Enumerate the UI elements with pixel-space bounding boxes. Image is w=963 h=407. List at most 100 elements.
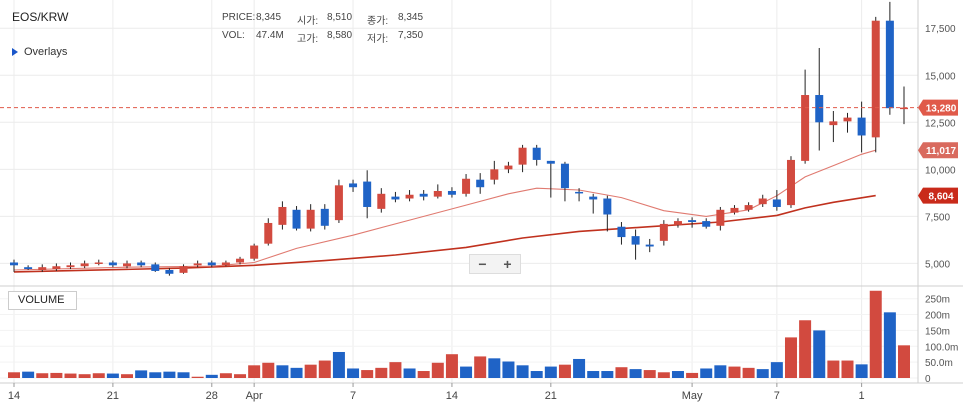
candle-body (419, 193, 428, 197)
moving-average-long-line (13, 194, 876, 273)
volume-bar (827, 360, 840, 378)
symbol-title: EOS/KRW (12, 10, 69, 24)
volume-bar (756, 369, 769, 378)
price-marker-tag (918, 142, 958, 159)
candle-body (716, 209, 725, 226)
volume-bar (855, 364, 868, 378)
candle-body (151, 264, 160, 271)
zoom-out-button[interactable]: − (478, 256, 487, 272)
price-tick-label: 15,000 (925, 71, 956, 82)
volume-bar (488, 358, 501, 378)
volume-bar (502, 361, 515, 378)
volume-bar (347, 368, 360, 378)
volume-bar (92, 373, 105, 378)
volume-bar (332, 351, 345, 378)
volume-bar (318, 360, 331, 378)
price-marker-tag (918, 187, 958, 204)
candle-body (306, 209, 315, 229)
open-value: 8,510 (327, 12, 353, 23)
volume-bar (869, 290, 882, 378)
candle-body (673, 221, 682, 225)
volume-bar (601, 371, 614, 378)
candle-body (560, 163, 569, 189)
candle-body (801, 95, 810, 161)
price-tick-label: 12,500 (925, 118, 956, 129)
candle-body (815, 95, 824, 123)
volume-bar (841, 360, 854, 378)
volume-bar (516, 365, 529, 378)
candle-body (207, 262, 216, 266)
candle-body (193, 263, 202, 266)
price-marker-tag (918, 99, 958, 116)
candle-body (758, 198, 767, 205)
price-tick-label: 7,500 (925, 212, 950, 223)
price-tick-label: 5,000 (925, 259, 950, 270)
volume-bar (615, 367, 628, 378)
candle-body (24, 267, 33, 270)
candle-body (631, 236, 640, 245)
volume-bar (234, 374, 247, 378)
time-tick-label: 14 (446, 390, 458, 402)
candle-body (292, 209, 301, 229)
volume-bar (742, 367, 755, 378)
price-marker-label: 13,280 (926, 104, 957, 115)
candle-body (250, 245, 259, 259)
volume-bar (530, 371, 543, 378)
candle-body (490, 169, 499, 180)
volume-bar (8, 372, 20, 378)
candle-body (179, 266, 188, 273)
volume-bar (558, 364, 571, 378)
volume-bar (191, 376, 204, 378)
volume-bar (248, 365, 261, 378)
time-tick-label: 1 (859, 390, 865, 402)
volume-bar (163, 371, 176, 378)
volume-bar (445, 354, 458, 378)
volume-bar (657, 372, 670, 378)
open-label: 시가: (297, 16, 319, 27)
volume-bar (544, 366, 557, 378)
vol-value: 47.4M (256, 30, 284, 41)
volume-bar (883, 312, 896, 378)
candle-body (137, 262, 146, 266)
volume-bar (813, 330, 826, 378)
candle-body (433, 190, 442, 197)
candle-body (10, 262, 18, 266)
zoom-in-button[interactable]: + (503, 256, 512, 272)
candle-body (349, 183, 358, 188)
volume-bar (375, 367, 388, 378)
volume-tick-label: 200m (925, 311, 950, 322)
time-tick-label: 21 (107, 390, 119, 402)
high-label: 고가: (297, 34, 319, 45)
candle-body (165, 270, 174, 274)
candle-body (363, 181, 372, 207)
volume-bar (304, 364, 317, 378)
volume-bar (262, 362, 275, 378)
volume-bar (770, 362, 783, 378)
volume-bar (643, 370, 656, 378)
candle-body (871, 20, 880, 138)
vol-label: VOL: (222, 30, 245, 41)
candle-body (462, 178, 471, 194)
volume-bar (686, 372, 699, 378)
candle-body (377, 193, 386, 209)
candle-body (94, 262, 103, 264)
candle-body (236, 258, 245, 263)
candle-body (589, 196, 598, 200)
time-tick-label: Apr (246, 390, 263, 402)
candle-body (52, 266, 61, 270)
time-tick-label: 21 (545, 390, 557, 402)
overlays-toggle[interactable]: Overlays (12, 46, 67, 58)
candle-body (264, 222, 273, 244)
volume-bar (573, 358, 586, 378)
candle-body (320, 208, 329, 226)
volume-bar (135, 370, 148, 378)
overlays-label: Overlays (24, 46, 68, 58)
volume-tick-label: 50.0m (925, 358, 953, 369)
price-marker-label: 8,604 (928, 192, 953, 203)
candle-body (123, 263, 132, 267)
candle-body (476, 179, 485, 188)
candle-body (645, 244, 654, 247)
price-tick-label: 10,000 (925, 165, 956, 176)
volume-bar (121, 374, 134, 378)
